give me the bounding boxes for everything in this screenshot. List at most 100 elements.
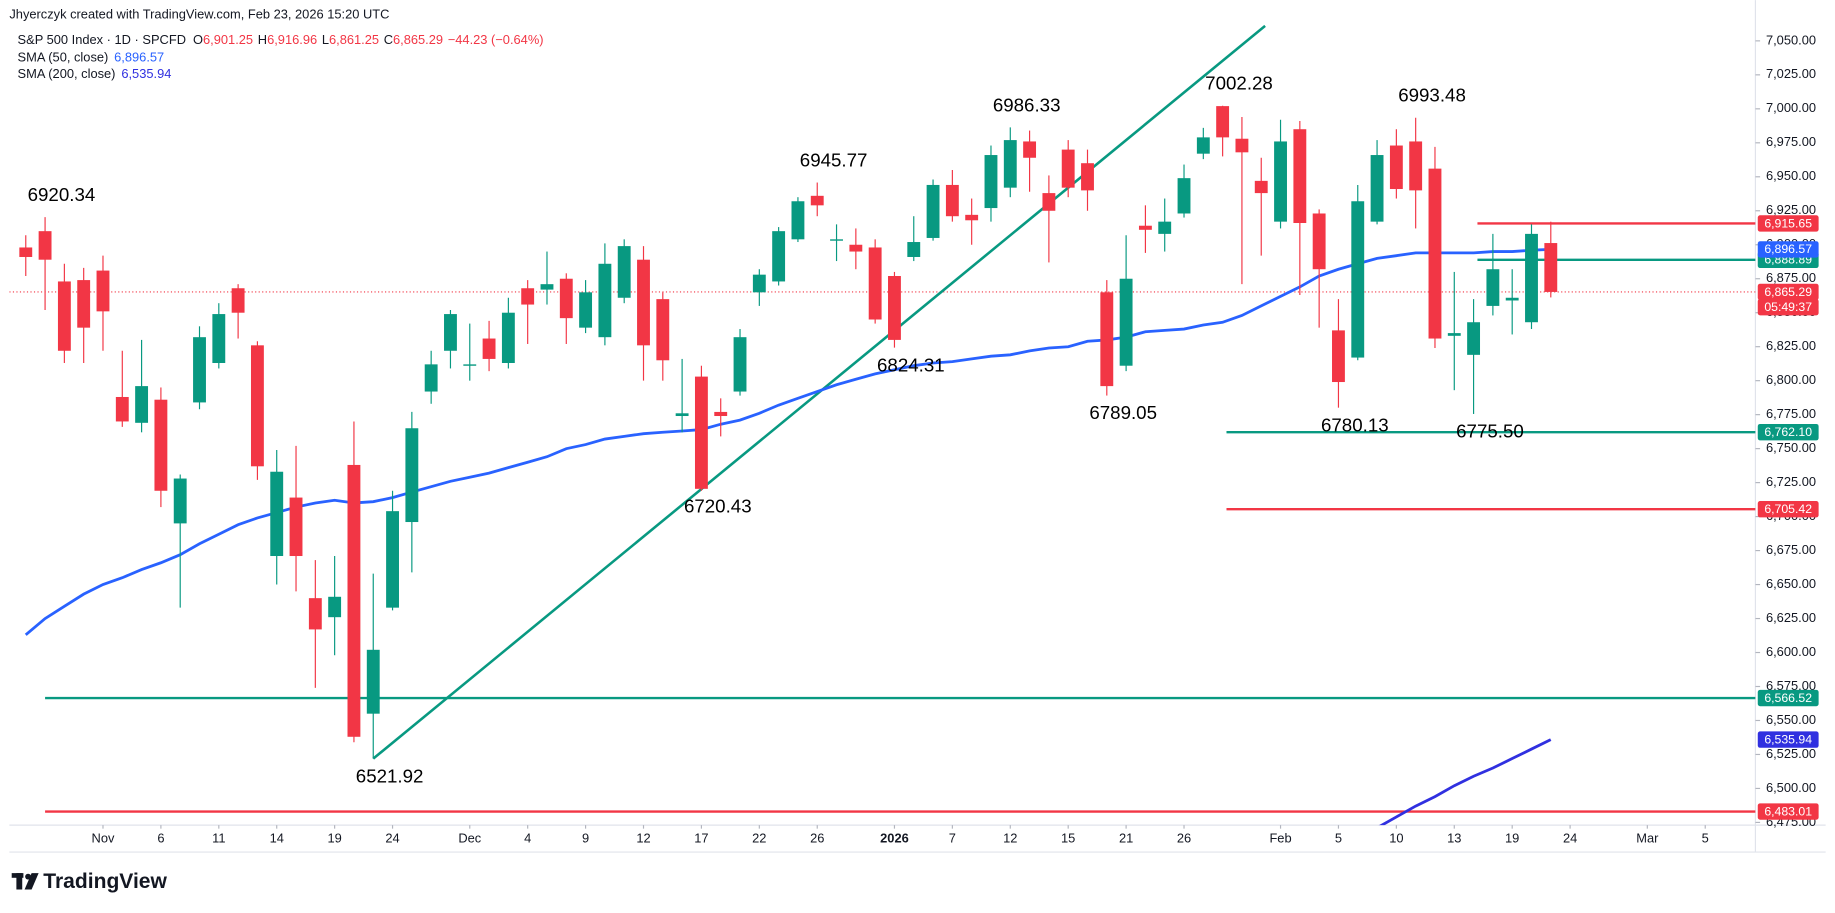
candle-body: [463, 364, 477, 366]
x-tick-label: 21: [1119, 831, 1133, 846]
candle-body: [1138, 225, 1152, 230]
candle-body: [868, 247, 882, 320]
level-tag-bg: [1757, 423, 1819, 441]
price-annotation: 6945.77: [800, 149, 868, 170]
candle-body: [598, 263, 612, 338]
candle-body: [1254, 180, 1268, 194]
candle-body: [559, 278, 573, 319]
candle-body: [752, 274, 766, 293]
candle-body: [212, 314, 226, 364]
candle-body: [405, 428, 419, 523]
y-tick-label: 6,650.00: [1766, 576, 1816, 591]
level-tag-bg: [1757, 501, 1819, 518]
candle-body: [1100, 292, 1114, 387]
candle-body: [231, 288, 245, 313]
candle-body: [1216, 106, 1230, 138]
candle-body: [617, 246, 631, 298]
candle-body: [849, 244, 863, 252]
ohlc-key: L: [322, 32, 329, 47]
level-tag-bg: [1757, 215, 1819, 232]
candle-body: [1158, 221, 1172, 234]
candle-body: [328, 596, 342, 618]
candle-body: [1467, 322, 1481, 355]
candle-body: [424, 364, 438, 392]
sma-legend: SMA (50, close) 6,896.57: [18, 50, 165, 65]
x-tick-label: Feb: [1269, 831, 1291, 846]
candle-body: [1081, 163, 1094, 191]
candle-body: [1505, 297, 1519, 301]
candle-body: [308, 598, 322, 630]
candle-body: [810, 195, 824, 206]
y-tick-label: 6,500.00: [1766, 780, 1816, 795]
price-annotation: 6789.05: [1089, 402, 1157, 423]
candle-body: [733, 337, 747, 392]
ohlc-value: 6,901.25: [203, 32, 253, 47]
candle-body: [1235, 138, 1249, 153]
price-annotation: 6986.33: [993, 94, 1061, 115]
y-tick-label: 6,550.00: [1766, 712, 1816, 727]
candle-body: [347, 464, 361, 737]
x-tick-label: 17: [694, 831, 708, 846]
candle-body: [19, 247, 33, 257]
candle-body: [173, 478, 187, 524]
candle-body: [830, 239, 843, 241]
x-tick-label: 19: [327, 831, 341, 846]
candle-body: [888, 276, 901, 340]
x-tick-label: 4: [524, 831, 531, 846]
candle-body: [656, 299, 670, 361]
candle-body: [270, 471, 284, 557]
candle-body: [521, 288, 535, 305]
x-tick-label: 2026: [880, 831, 909, 846]
x-tick-label: 26: [1177, 831, 1191, 846]
x-tick-label: 26: [810, 831, 824, 846]
level-tag: 6,566.52: [1764, 691, 1812, 705]
candle-body: [965, 214, 979, 221]
candle-body: [289, 497, 303, 557]
x-tick-label: 14: [270, 831, 284, 846]
candle-body: [1486, 269, 1500, 306]
candle-body: [501, 312, 515, 364]
candle-body: [1196, 137, 1210, 154]
y-tick-label: 6,750.00: [1766, 440, 1816, 455]
candle-body: [1409, 141, 1423, 191]
sma-value: 6,896.57: [114, 50, 164, 65]
sma-name: SMA (200, close): [18, 66, 116, 81]
y-tick-label: 6,575.00: [1766, 678, 1816, 693]
x-tick-label: 5: [1335, 831, 1342, 846]
candle-body: [135, 386, 149, 423]
candle-body: [984, 155, 998, 209]
price-annotation: 6775.50: [1456, 421, 1524, 442]
candle-body: [945, 184, 959, 217]
candle-body: [637, 259, 650, 346]
candle-body: [96, 270, 110, 312]
sma-tag-bg: [1757, 731, 1819, 748]
x-tick-label: 12: [1003, 831, 1017, 846]
y-tick-label: 6,925.00: [1766, 202, 1816, 217]
candle-body: [1274, 141, 1287, 222]
brand-name: TradingView: [43, 870, 167, 893]
price-annotation: 7002.28: [1205, 73, 1273, 94]
x-tick-label: 24: [1563, 831, 1577, 846]
plot-area: [9, 24, 1756, 826]
x-tick-label: Dec: [458, 831, 481, 846]
sma-tag: 6,535.94: [1764, 732, 1812, 746]
sma-tag-bg: [1757, 241, 1819, 258]
sma-line: [1378, 738, 1552, 826]
x-tick-label: 11: [212, 831, 225, 846]
candle-body: [1447, 333, 1461, 336]
legend: S&P 500 Index · 1D · SPCFD O6,901.25 H6,91…: [18, 32, 544, 81]
ohlc-value: 6,916.96: [267, 32, 317, 47]
y-tick-label: 6,950.00: [1766, 168, 1816, 183]
candle-body: [714, 411, 728, 417]
x-tick-label: 13: [1447, 831, 1461, 846]
candle-body: [115, 396, 129, 422]
countdown-tag: 05:49:37: [1764, 300, 1812, 314]
level-tag-bg: [1757, 803, 1819, 820]
x-tick-label: 10: [1389, 831, 1403, 846]
y-tick-label: 6,625.00: [1766, 610, 1816, 625]
candle-body: [579, 292, 593, 328]
level-tag: 6,915.65: [1764, 216, 1812, 230]
sma-legend: SMA (200, close) 6,535.94: [18, 66, 172, 81]
price-annotation: 6720.43: [684, 495, 752, 516]
